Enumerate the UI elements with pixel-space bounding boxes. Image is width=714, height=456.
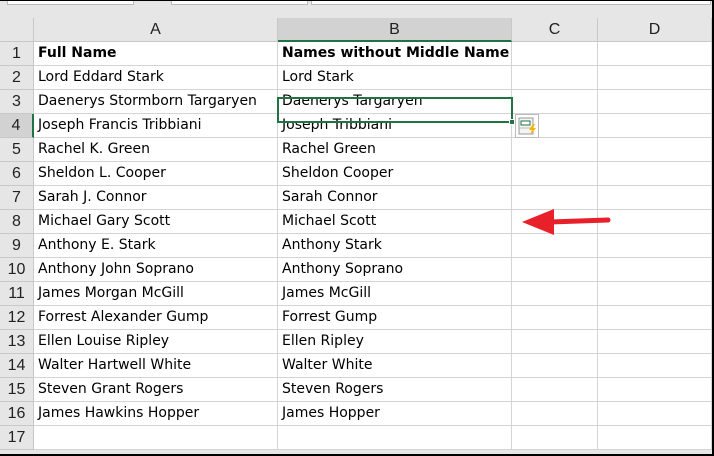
cell-C14[interactable] xyxy=(512,354,598,378)
cell-D13[interactable] xyxy=(598,330,712,354)
cell-D4[interactable] xyxy=(598,114,712,138)
cell-C6[interactable] xyxy=(512,162,598,186)
cell-D11[interactable] xyxy=(598,282,712,306)
cell-B2[interactable]: Lord Stark xyxy=(278,66,512,90)
cell-B15[interactable]: Steven Rogers xyxy=(278,378,512,402)
cell-B6[interactable]: Sheldon Cooper xyxy=(278,162,512,186)
cell-B7[interactable]: Sarah Connor xyxy=(278,186,512,210)
cell-C16[interactable] xyxy=(512,402,598,426)
flash-fill-options-icon xyxy=(518,117,536,135)
cell-B10[interactable]: Anthony Soprano xyxy=(278,258,512,282)
row-header-3[interactable]: 3 xyxy=(0,90,34,114)
column-header-D[interactable]: D xyxy=(598,18,712,42)
row-header-10[interactable]: 10 xyxy=(0,258,34,282)
row-header-1[interactable]: 1 xyxy=(0,42,34,66)
cell-C5[interactable] xyxy=(512,138,598,162)
cell-D15[interactable] xyxy=(598,378,712,402)
row-header-9[interactable]: 9 xyxy=(0,234,34,258)
row-header-15[interactable]: 15 xyxy=(0,378,34,402)
row-header-8[interactable]: 8 xyxy=(0,210,34,234)
cell-D12[interactable] xyxy=(598,306,712,330)
cell-A1[interactable]: Full Name xyxy=(34,42,278,66)
cell-A16[interactable]: James Hawkins Hopper xyxy=(34,402,278,426)
cell-D7[interactable] xyxy=(598,186,712,210)
cell-B12[interactable]: Forrest Gump xyxy=(278,306,512,330)
column-header-B[interactable]: B xyxy=(278,18,512,42)
cell-B8[interactable]: Michael Scott xyxy=(278,210,512,234)
cell-B17[interactable] xyxy=(278,426,512,450)
cell-D8[interactable] xyxy=(598,210,712,234)
cell-B4[interactable]: Joseph Tribbiani xyxy=(278,114,512,138)
cell-C13[interactable] xyxy=(512,330,598,354)
cell-A5[interactable]: Rachel K. Green xyxy=(34,138,278,162)
cell-A17[interactable] xyxy=(34,426,278,450)
cell-C15[interactable] xyxy=(512,378,598,402)
cell-D10[interactable] xyxy=(598,258,712,282)
fill-handle[interactable] xyxy=(509,119,515,125)
formula-bar[interactable] xyxy=(311,1,711,5)
row-header-11[interactable]: 11 xyxy=(0,282,34,306)
cell-C2[interactable] xyxy=(512,66,598,90)
column-header-A[interactable]: A xyxy=(34,18,278,42)
cell-A7[interactable]: Sarah J. Connor xyxy=(34,186,278,210)
cell-D9[interactable] xyxy=(598,234,712,258)
row-header-6[interactable]: 6 xyxy=(0,162,34,186)
column-header-C[interactable]: C xyxy=(512,18,598,42)
cell-B9[interactable]: Anthony Stark xyxy=(278,234,512,258)
cell-B16[interactable]: James Hopper xyxy=(278,402,512,426)
cell-A3[interactable]: Daenerys Stormborn Targaryen xyxy=(34,90,278,114)
cell-C11[interactable] xyxy=(512,282,598,306)
cell-A4[interactable]: Joseph Francis Tribbiani xyxy=(34,114,278,138)
cell-C7[interactable] xyxy=(512,186,598,210)
flash-fill-options-button[interactable] xyxy=(515,114,539,138)
cell-D6[interactable] xyxy=(598,162,712,186)
cell-A11[interactable]: James Morgan McGill xyxy=(34,282,278,306)
cell-A6[interactable]: Sheldon L. Cooper xyxy=(34,162,278,186)
name-box[interactable] xyxy=(7,1,134,5)
row-header-5[interactable]: 5 xyxy=(0,138,34,162)
row-header-14[interactable]: 14 xyxy=(0,354,34,378)
cell-A8[interactable]: Michael Gary Scott xyxy=(34,210,278,234)
cell-C3[interactable] xyxy=(512,90,598,114)
cell-A12[interactable]: Forrest Alexander Gump xyxy=(34,306,278,330)
cell-D14[interactable] xyxy=(598,354,712,378)
cell-B11[interactable]: James McGill xyxy=(278,282,512,306)
row-header-13[interactable]: 13 xyxy=(0,330,34,354)
cell-C9[interactable] xyxy=(512,234,598,258)
select-all-corner[interactable] xyxy=(0,18,34,42)
cell-D17[interactable] xyxy=(598,426,712,450)
cell-D1[interactable] xyxy=(598,42,712,66)
cell-C12[interactable] xyxy=(512,306,598,330)
cell-B3[interactable]: Daenerys Targaryen xyxy=(278,90,512,114)
cell-B14[interactable]: Walter White xyxy=(278,354,512,378)
cell-C1[interactable] xyxy=(512,42,598,66)
cell-A13[interactable]: Ellen Louise Ripley xyxy=(34,330,278,354)
cell-A9[interactable]: Anthony E. Stark xyxy=(34,234,278,258)
cell-C17[interactable] xyxy=(512,426,598,450)
cell-D16[interactable] xyxy=(598,402,712,426)
cell-C10[interactable] xyxy=(512,258,598,282)
toolbar-box[interactable] xyxy=(171,1,308,5)
red-arrow-left-icon xyxy=(522,209,611,235)
row-header-2[interactable]: 2 xyxy=(0,66,34,90)
cell-B5[interactable]: Rachel Green xyxy=(278,138,512,162)
row-header-17[interactable]: 17 xyxy=(0,426,34,450)
row-header-7[interactable]: 7 xyxy=(0,186,34,210)
row-header-16[interactable]: 16 xyxy=(0,402,34,426)
cell-A14[interactable]: Walter Hartwell White xyxy=(34,354,278,378)
cell-D5[interactable] xyxy=(598,138,712,162)
cell-D3[interactable] xyxy=(598,90,712,114)
cell-D2[interactable] xyxy=(598,66,712,90)
cell-B1[interactable]: Names without Middle Name xyxy=(278,42,512,66)
cell-A2[interactable]: Lord Eddard Stark xyxy=(34,66,278,90)
cell-A15[interactable]: Steven Grant Rogers xyxy=(34,378,278,402)
cell-A10[interactable]: Anthony John Soprano xyxy=(34,258,278,282)
cell-B13[interactable]: Ellen Ripley xyxy=(278,330,512,354)
row-header-12[interactable]: 12 xyxy=(0,306,34,330)
row-header-4[interactable]: 4 xyxy=(0,114,34,138)
